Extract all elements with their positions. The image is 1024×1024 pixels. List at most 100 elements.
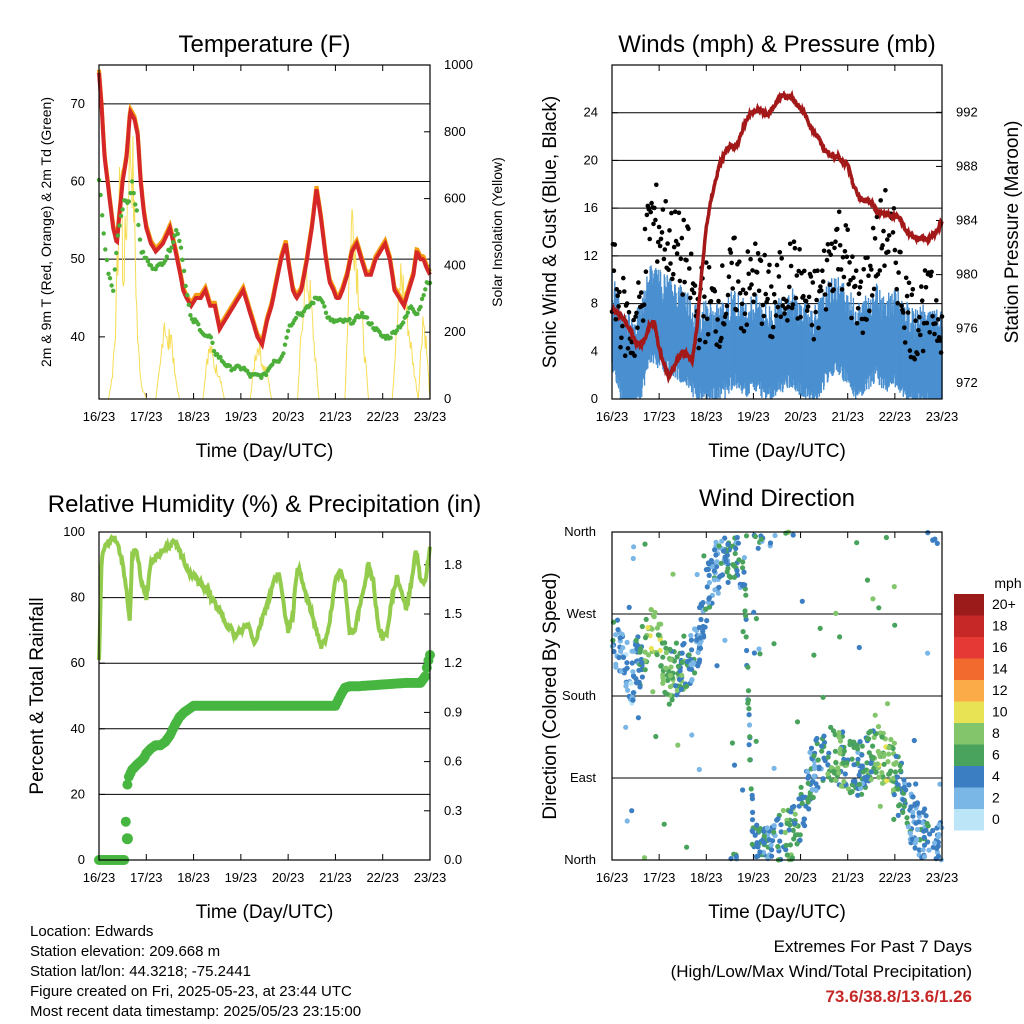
x-tick-label: 22/23	[366, 409, 399, 424]
wind-direction-point	[746, 706, 752, 712]
wind-gust-point	[744, 322, 750, 328]
wind-direction-point	[890, 787, 897, 793]
wind-direction-point	[875, 724, 882, 730]
wind-direction-point	[809, 787, 815, 793]
dewpoint-point	[145, 259, 151, 264]
precipitation-point	[122, 779, 133, 790]
wind-direction-point	[645, 652, 652, 658]
wind-gust-point	[724, 303, 730, 309]
wind-gust-point	[809, 322, 815, 328]
wind-direction-point	[854, 746, 861, 752]
wind-gust-point	[909, 292, 915, 298]
wind-gust-point	[770, 324, 776, 330]
wind-direction-point	[800, 820, 806, 826]
wind-direction-point	[650, 689, 656, 695]
wind-direction-point	[733, 853, 739, 860]
wind-direction-point	[819, 748, 825, 754]
dewpoint-point	[169, 245, 174, 250]
wind-direction-point	[679, 650, 685, 656]
wind-gust-point	[838, 267, 844, 272]
wind-direction-point	[703, 567, 710, 573]
dewpoint-point	[423, 287, 428, 292]
wind-direction-point	[684, 658, 691, 665]
x-tick-label: 19/23	[225, 409, 258, 424]
wind-gust-point	[624, 301, 630, 306]
wind-direction-point	[719, 538, 725, 544]
colorbar-label: 10	[992, 704, 1008, 720]
wind-gust-point	[697, 337, 702, 343]
dewpoint-point	[196, 322, 201, 327]
wind-gust-point	[618, 344, 623, 350]
wind-direction-point	[904, 815, 910, 821]
wind-direction-point	[650, 613, 657, 619]
wind-gust-point	[716, 298, 721, 304]
wind-direction-point	[831, 770, 837, 776]
wind-direction-point	[832, 777, 839, 783]
wind-gust-point	[919, 298, 925, 304]
colorbar-label: 12	[992, 682, 1008, 698]
dewpoint-point	[227, 363, 232, 368]
wind-direction-point	[661, 821, 667, 827]
dewpoint-point	[263, 372, 269, 378]
wind-direction-point	[688, 632, 694, 639]
wind-direction-point	[613, 664, 619, 670]
wind-direction-point	[923, 827, 929, 833]
wind-gust-point	[750, 268, 755, 273]
x-tick-label: 20/23	[272, 870, 305, 885]
wind-gust-point	[831, 287, 836, 292]
wind-direction-point	[674, 687, 680, 693]
wind-direction-point	[761, 833, 767, 839]
dewpoint-point	[211, 348, 217, 354]
wind-direction-point	[681, 633, 687, 639]
wind-gust-point	[894, 286, 899, 292]
wind-gust-point	[769, 284, 774, 289]
wind-direction-point	[697, 604, 703, 611]
wind-direction-point	[684, 844, 690, 850]
wind-direction-point	[645, 624, 651, 631]
wind-direction-point	[916, 847, 923, 853]
wind-direction-point	[912, 845, 918, 851]
dewpoint-point	[394, 328, 400, 333]
wind-direction-point	[868, 728, 874, 735]
wind-direction-point	[914, 826, 921, 833]
wind-direction-point	[706, 596, 712, 602]
wind-direction-point	[752, 832, 758, 838]
wind-gust-point	[871, 286, 877, 292]
wind-gust-point	[611, 268, 617, 274]
wind-gust-point	[895, 300, 900, 306]
wind-direction-point	[637, 684, 643, 690]
wind-gust-point	[917, 314, 922, 320]
extremes-box: Extremes For Past 7 Days (High/Low/Max W…	[671, 934, 972, 1009]
wind-gust-point	[860, 330, 866, 336]
wind-direction-point	[743, 592, 749, 598]
wind-direction-point	[743, 533, 750, 539]
wind-direction-point	[654, 625, 661, 631]
wind-gust-point	[636, 280, 641, 285]
wind-direction-point	[876, 774, 882, 780]
x-tick-label: 22/23	[879, 870, 912, 885]
wind-gust-point	[901, 310, 906, 315]
wind-gust-point	[849, 315, 854, 321]
dewpoint-point	[175, 231, 180, 236]
wind-gust-point	[625, 346, 631, 351]
wind-direction-point	[725, 565, 731, 572]
wind-gust-point	[678, 256, 684, 262]
wind-direction-point	[790, 827, 796, 834]
wind-direction-point	[614, 617, 621, 623]
wind-direction-point	[755, 853, 761, 859]
wind-gust-point	[813, 309, 818, 315]
wind-gust-point	[634, 310, 639, 316]
dewpoint-point	[215, 352, 220, 357]
wind-direction-point	[681, 640, 687, 647]
wind-direction-point	[931, 840, 938, 846]
wind-gust-point	[794, 273, 800, 278]
wind-gust-point	[919, 284, 924, 289]
wind-gust-point	[742, 311, 748, 317]
x-axis-label-humidity: Time (Day/UTC)	[196, 902, 334, 923]
dewpoint-point	[101, 231, 106, 236]
wind-direction-point	[653, 733, 659, 740]
panel-humidity: Relative Humidity (%) & Precipitation (i…	[27, 491, 481, 923]
wind-gust-point	[615, 293, 620, 299]
dewpoint-point	[364, 315, 370, 320]
colorbar-label: 16	[992, 639, 1008, 655]
